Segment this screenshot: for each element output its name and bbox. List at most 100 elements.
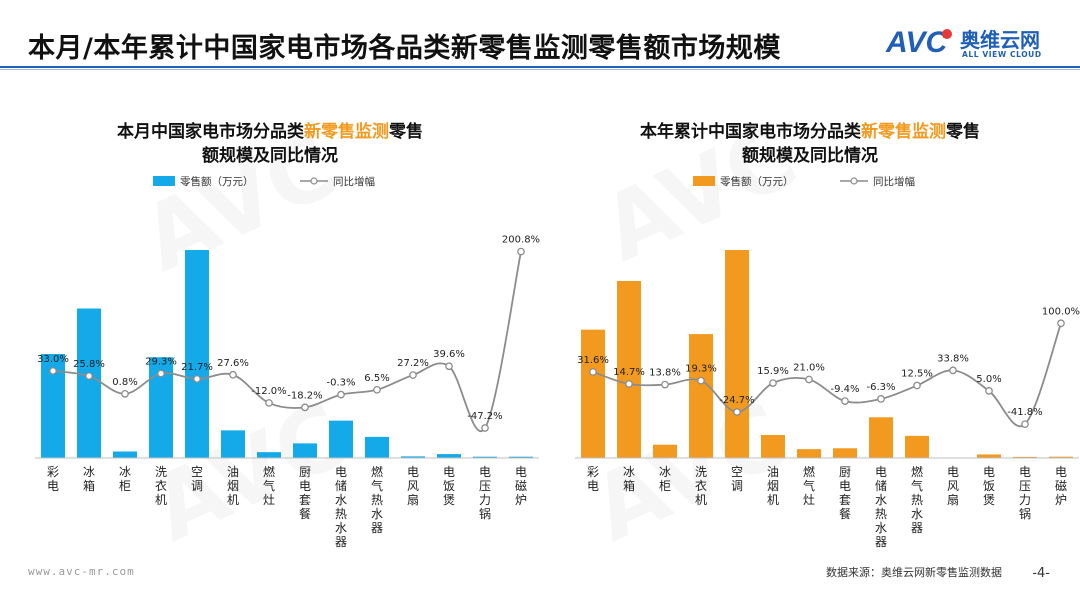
chart-title-line2: 额规模及同比情况 bbox=[742, 145, 878, 166]
yoy-data-label: 27.6% bbox=[217, 358, 249, 369]
chart-title-line1: 本月中国家电市场分品类新零售监测零售 bbox=[117, 121, 423, 142]
x-tick-char: 电 bbox=[587, 479, 599, 493]
bar bbox=[257, 452, 281, 458]
yoy-data-label: -18.2% bbox=[287, 390, 322, 401]
x-tick-label: 冰柜 bbox=[119, 465, 131, 493]
x-tick-char: 力 bbox=[479, 493, 491, 507]
x-tick-char: 热 bbox=[335, 507, 347, 521]
yoy-point bbox=[85, 372, 93, 380]
x-tick-char: 器 bbox=[875, 535, 887, 549]
bar bbox=[581, 329, 605, 458]
x-tick-char: 器 bbox=[335, 535, 347, 549]
x-tick-char: 空 bbox=[191, 465, 203, 479]
x-tick-char: 电 bbox=[407, 465, 419, 479]
yoy-point bbox=[121, 390, 129, 398]
x-tick-char: 电 bbox=[947, 465, 959, 479]
x-tick-char: 电 bbox=[1019, 465, 1031, 479]
page-title: 本月/本年累计中国家电市场各品类新零售监测零售额市场规模 bbox=[28, 33, 781, 64]
yoy-data-label: 33.0% bbox=[37, 354, 69, 365]
x-tick-char: 水 bbox=[335, 521, 347, 535]
x-tick-char: 力 bbox=[1019, 493, 1031, 507]
logo-en-text: ALL VIEW CLOUD bbox=[962, 50, 1042, 59]
x-tick-char: 水 bbox=[335, 493, 347, 507]
x-tick-char: 冰 bbox=[623, 465, 635, 479]
x-tick-char: 洗 bbox=[695, 465, 707, 479]
bar bbox=[977, 454, 1001, 458]
x-tick-label: 冰箱 bbox=[83, 465, 95, 493]
yoy-data-label: -47.2% bbox=[467, 411, 502, 422]
legend-bar-label: 零售额（万元） bbox=[180, 175, 254, 188]
x-tick-char: 烟 bbox=[227, 479, 239, 493]
bar bbox=[293, 443, 317, 458]
x-tick-char: 电 bbox=[839, 479, 851, 493]
yoy-point bbox=[49, 367, 57, 375]
x-tick-char: 热 bbox=[875, 507, 887, 521]
x-tick-char: 冰 bbox=[659, 465, 671, 479]
x-tick-char: 器 bbox=[911, 521, 923, 535]
yoy-point bbox=[1021, 420, 1029, 429]
x-tick-char: 机 bbox=[695, 493, 707, 507]
yoy-point bbox=[1057, 319, 1065, 328]
yoy-point bbox=[697, 376, 705, 385]
x-tick-label: 空调 bbox=[191, 465, 203, 493]
x-tick-char: 气 bbox=[803, 478, 815, 493]
yoy-point bbox=[301, 403, 309, 412]
x-tick-char: 气 bbox=[371, 478, 383, 493]
bar bbox=[869, 417, 893, 458]
header-rule bbox=[0, 66, 1080, 68]
chart-title-part: 零售 bbox=[388, 121, 423, 142]
x-tick-char: 烟 bbox=[767, 479, 779, 493]
x-tick-char: 灶 bbox=[263, 493, 275, 507]
x-tick-char: 餐 bbox=[299, 506, 311, 521]
x-tick-char: 热 bbox=[371, 493, 383, 507]
footer-url[interactable]: www.avc-mr.com bbox=[28, 565, 135, 578]
bar bbox=[401, 456, 425, 458]
yoy-data-label: 5.0% bbox=[976, 374, 1001, 385]
yoy-data-label: 200.8% bbox=[502, 235, 540, 246]
yoy-line bbox=[52, 251, 522, 432]
bar bbox=[509, 456, 533, 458]
yoy-data-label: 33.8% bbox=[937, 353, 969, 364]
x-tick-char: 磁 bbox=[515, 478, 527, 493]
yoy-point bbox=[769, 379, 777, 387]
chart-title-line1: 本年累计中国家电市场分品类新零售监测零售 bbox=[640, 121, 980, 142]
x-tick-char: 彩 bbox=[47, 465, 59, 479]
yoy-point bbox=[589, 368, 597, 376]
x-tick-char: 柜 bbox=[119, 479, 131, 493]
yoy-data-label: -41.8% bbox=[1007, 407, 1042, 418]
yoy-data-label: -12.0% bbox=[251, 386, 286, 397]
footer-source: 数据来源：奥维云网新零售监测数据 bbox=[826, 566, 1002, 579]
x-tick-label: 冰箱 bbox=[623, 465, 635, 493]
x-tick-label: 电风扇 bbox=[407, 465, 419, 507]
x-tick-char: 箱 bbox=[83, 478, 95, 493]
x-tick-char: 厨 bbox=[299, 465, 311, 479]
legend-bar-label: 零售额（万元） bbox=[720, 175, 794, 188]
bar bbox=[689, 334, 713, 458]
x-tick-char: 机 bbox=[767, 493, 779, 507]
bar bbox=[833, 448, 857, 458]
yoy-point bbox=[733, 408, 741, 416]
x-tick-char: 水 bbox=[371, 507, 383, 521]
bar bbox=[1013, 456, 1037, 458]
x-tick-label: 燃气灶 bbox=[803, 464, 815, 507]
bar bbox=[761, 434, 785, 458]
header-rule-thin bbox=[0, 69, 1080, 70]
yoy-point bbox=[877, 395, 885, 403]
x-tick-char: 热 bbox=[911, 493, 923, 507]
x-tick-char: 油 bbox=[767, 465, 779, 479]
x-tick-label: 燃气灶 bbox=[263, 464, 275, 507]
x-tick-char: 餐 bbox=[839, 506, 851, 521]
x-tick-char: 衣 bbox=[155, 478, 167, 493]
yoy-data-label: 21.0% bbox=[793, 362, 825, 373]
x-tick-char: 箱 bbox=[623, 478, 635, 493]
x-tick-char: 洗 bbox=[155, 465, 167, 479]
x-tick-char: 机 bbox=[155, 493, 167, 507]
x-tick-char: 燃 bbox=[911, 464, 923, 479]
yoy-point bbox=[841, 397, 849, 405]
x-tick-label: 油烟机 bbox=[767, 465, 779, 507]
x-tick-char: 煲 bbox=[443, 492, 455, 507]
x-tick-char: 调 bbox=[191, 479, 203, 493]
yoy-point bbox=[985, 387, 993, 395]
x-tick-char: 扇 bbox=[947, 492, 959, 507]
